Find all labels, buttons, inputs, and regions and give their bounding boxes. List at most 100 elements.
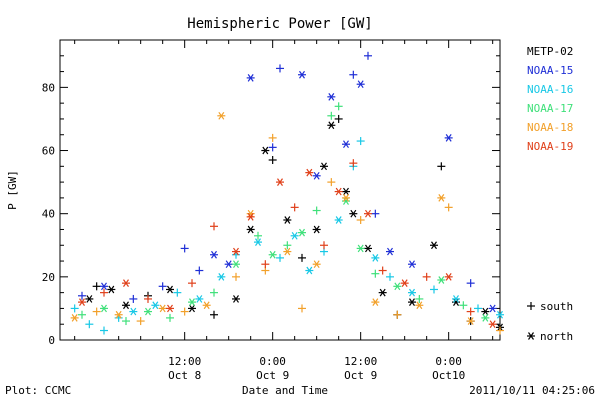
south-marker [466, 279, 475, 288]
north-marker [100, 282, 108, 291]
legend-entry: NOAA-16 [527, 83, 573, 96]
north-marker [437, 276, 446, 284]
north-marker [349, 209, 358, 218]
series-noaa-19 [78, 159, 497, 329]
south-marker [92, 307, 101, 316]
plot-credit: Plot: CCMC [5, 384, 71, 397]
north-marker [356, 80, 365, 89]
north-marker [527, 332, 535, 340]
y-tick-label: 0 [48, 334, 55, 347]
south-marker [386, 272, 394, 281]
south-marker [320, 241, 328, 250]
north-marker [488, 320, 497, 329]
x-tick-label-time: 0:00 [259, 355, 286, 368]
x-axis-label: Date and Time [242, 384, 328, 397]
north-marker [166, 304, 174, 313]
north-marker [312, 225, 321, 234]
north-marker [188, 298, 196, 306]
north-marker [364, 244, 372, 253]
south-marker [136, 317, 145, 326]
north-marker [342, 140, 350, 149]
north-marker [408, 288, 416, 297]
north-marker [371, 254, 380, 262]
south-marker [356, 137, 365, 146]
x-tick-label-time: 0:00 [435, 355, 462, 368]
y-tick-label: 80 [42, 81, 55, 94]
south-marker [349, 159, 358, 168]
north-marker [408, 260, 416, 269]
legend-entry: NOAA-15 [527, 64, 573, 77]
x-tick-label-date: Oct10 [432, 369, 465, 382]
x-tick-label-date: Oct 9 [256, 369, 289, 382]
south-marker [100, 326, 108, 335]
north-marker [452, 295, 460, 303]
north-marker [386, 247, 394, 256]
north-marker [268, 250, 277, 259]
south-marker [378, 266, 387, 275]
north-marker [246, 212, 255, 221]
south-marker [195, 266, 204, 275]
south-marker [356, 216, 365, 224]
south-marker [444, 203, 453, 212]
north-marker [283, 247, 292, 256]
marker-key-label: north [540, 330, 573, 343]
south-marker [268, 143, 277, 152]
south-marker [85, 320, 94, 329]
north-marker [444, 272, 453, 281]
series-noaa-18 [70, 111, 504, 335]
north-marker [481, 314, 490, 322]
north-marker [232, 247, 240, 256]
north-marker [327, 121, 336, 130]
north-marker [393, 282, 402, 291]
series-noaa-17 [78, 102, 490, 326]
south-marker [232, 272, 240, 281]
legend-entry: NOAA-19 [527, 140, 573, 153]
north-marker [305, 168, 314, 177]
south-marker [180, 244, 189, 253]
y-tick-label: 60 [42, 145, 55, 158]
north-marker [327, 92, 336, 101]
north-marker [188, 304, 196, 313]
north-marker [78, 298, 86, 306]
south-marker [430, 285, 438, 294]
north-marker [195, 295, 204, 303]
south-marker [459, 301, 468, 310]
south-marker [180, 307, 189, 316]
north-marker [246, 225, 255, 234]
north-marker [312, 171, 321, 180]
north-marker [246, 74, 255, 82]
south-marker [422, 272, 431, 281]
series-noaa-16 [70, 137, 504, 335]
south-marker [371, 269, 380, 278]
north-marker [378, 288, 387, 297]
south-marker [92, 282, 101, 291]
south-marker [70, 304, 79, 313]
legend-entry: NOAA-17 [527, 102, 573, 115]
y-axis-label: P [GW] [6, 170, 19, 210]
north-marker [85, 295, 94, 303]
north-marker [298, 70, 306, 79]
south-marker [261, 260, 270, 269]
legend-entry: METP-02 [527, 45, 573, 58]
south-marker [327, 111, 336, 120]
south-marker [210, 288, 218, 297]
north-marker [400, 279, 409, 288]
north-marker [481, 307, 490, 316]
y-tick-label: 20 [42, 271, 55, 284]
south-marker [100, 288, 108, 297]
south-marker [268, 156, 277, 164]
north-marker [224, 260, 233, 269]
south-marker [144, 294, 152, 303]
south-marker [276, 64, 284, 73]
north-marker [144, 307, 152, 316]
north-marker [232, 295, 240, 303]
north-marker [305, 266, 314, 275]
south-marker [254, 231, 262, 240]
marker-key-label: south [540, 300, 573, 313]
north-marker [158, 304, 167, 313]
north-marker [70, 314, 79, 322]
south-marker [437, 162, 446, 171]
plot-frame [59, 39, 501, 341]
south-marker [415, 294, 424, 303]
